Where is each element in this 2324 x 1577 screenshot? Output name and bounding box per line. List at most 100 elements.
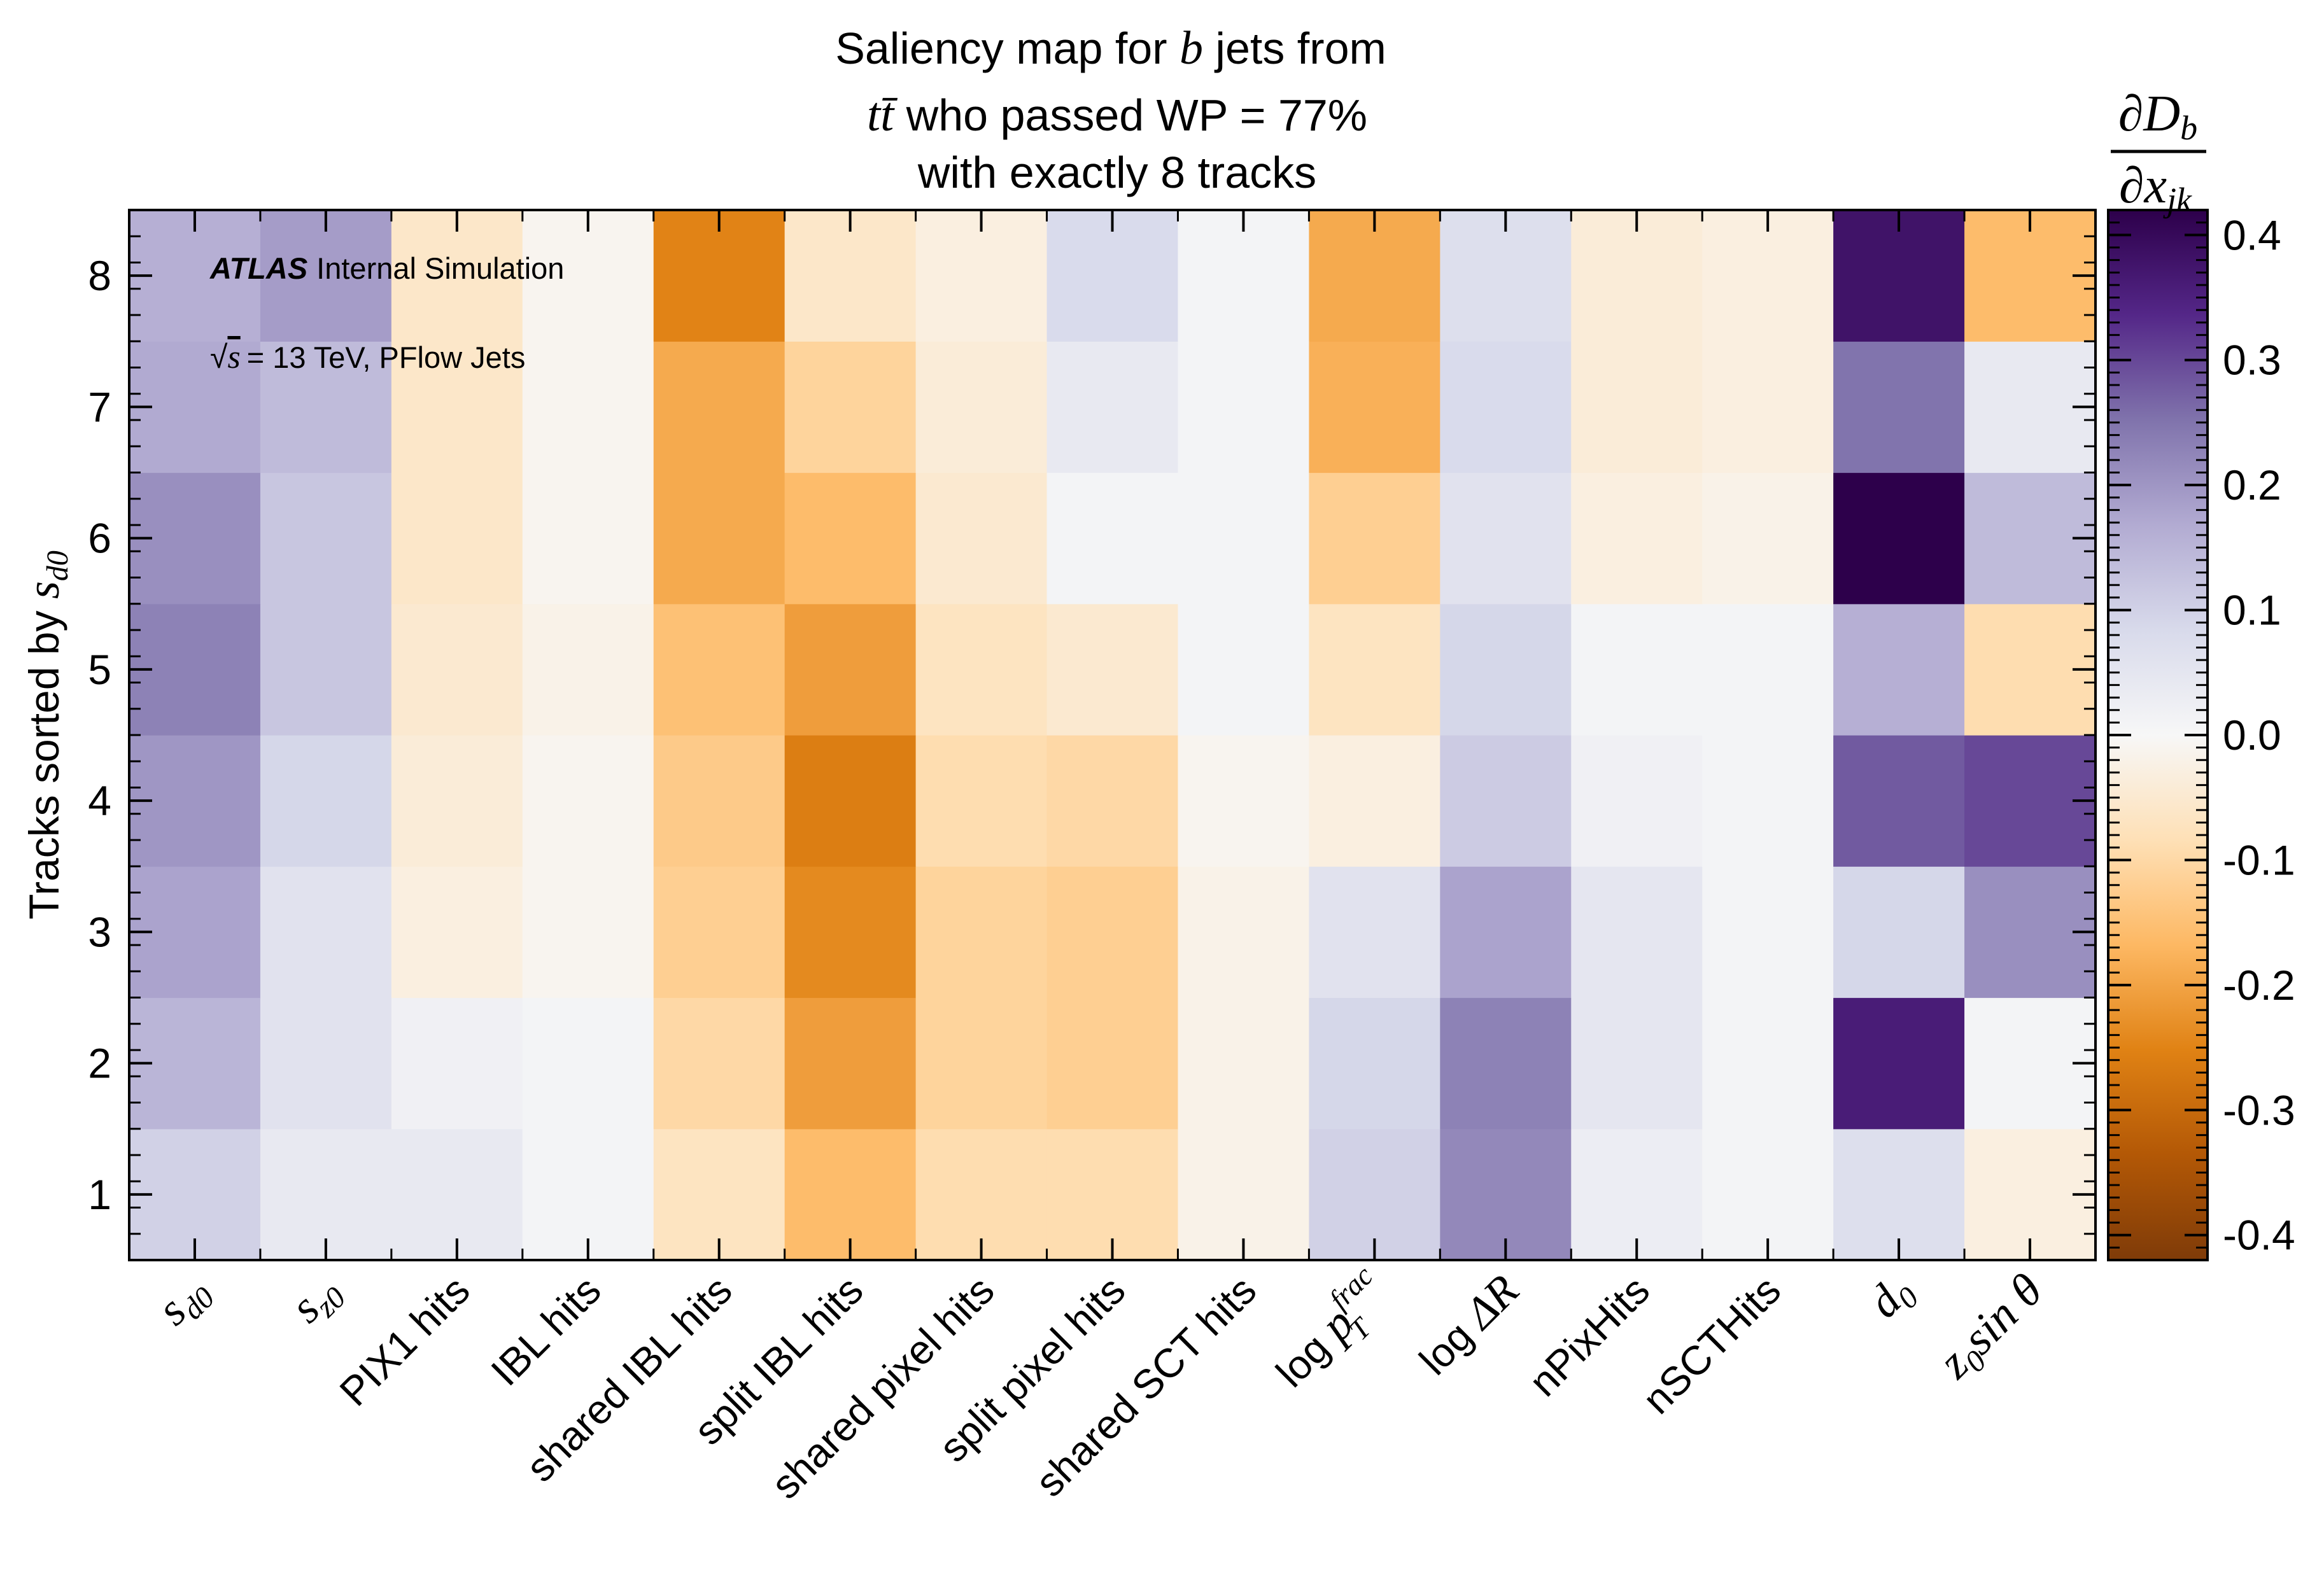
heatmap-cell xyxy=(915,997,1048,1130)
colorbar-tick-label: 0.4 xyxy=(2223,211,2281,258)
heatmap-cell xyxy=(1702,210,1834,342)
heatmap-cell xyxy=(1440,997,1572,1130)
heatmap-cell xyxy=(1833,341,1965,473)
heatmap-cell xyxy=(260,735,392,867)
colorbar-label-denominator: ∂xjk xyxy=(2119,158,2192,219)
colorbar-tick-label: 0.3 xyxy=(2223,337,2281,384)
colorbar-ticks xyxy=(2108,209,2208,1261)
heatmap-cell xyxy=(1046,472,1179,605)
heatmap-cell xyxy=(1046,735,1179,867)
atlas-energy: = 13 TeV, PFlow Jets xyxy=(247,340,526,374)
heatmap-cell xyxy=(1702,603,1834,736)
atlas-status: Internal Simulation xyxy=(316,251,564,285)
y-tick-label: 5 xyxy=(88,646,111,693)
x-tick-label: shared pixel hits xyxy=(763,1267,1003,1508)
heatmap-cell xyxy=(522,735,654,867)
heatmap-cell xyxy=(260,603,392,736)
colorbar-tick-label: 0.2 xyxy=(2223,461,2281,508)
y-tick-label: 8 xyxy=(88,252,111,299)
colorbar-tick-label: 0.1 xyxy=(2223,587,2281,634)
heatmap-cell xyxy=(653,735,785,867)
heatmap-cell xyxy=(391,341,523,473)
x-tick-label: log ΔR xyxy=(1409,1266,1528,1385)
x-tick-label: d0 xyxy=(1858,1265,1925,1331)
x-ticks xyxy=(128,210,2097,1260)
heatmap-cell xyxy=(522,997,654,1130)
heatmap-cell xyxy=(1833,603,1965,736)
heatmap-cell xyxy=(915,341,1048,473)
heatmap-cell xyxy=(1571,210,1703,342)
atlas-experiment: ATLAS xyxy=(209,251,307,285)
heatmap-cell xyxy=(915,210,1048,342)
heatmap-cell xyxy=(522,866,654,999)
heatmap-cell xyxy=(1833,735,1965,867)
heatmap-cell xyxy=(1702,472,1834,605)
heatmap-cell xyxy=(784,341,917,473)
x-tick-label: log pfracT xyxy=(1260,1259,1404,1404)
heatmap-cell xyxy=(260,472,392,605)
heatmap-cell xyxy=(1440,603,1572,736)
heatmap-cell xyxy=(1702,735,1834,867)
heatmap-cell xyxy=(1046,997,1179,1130)
heatmap-cell xyxy=(391,210,523,342)
y-ticks xyxy=(129,209,2095,1261)
heatmap-cell xyxy=(1571,866,1703,999)
heatmap-cell xyxy=(653,210,785,342)
atlas-energy-line: √s = 13 TeV, PFlow Jets xyxy=(210,339,525,375)
colorbar-label: ∂Db ∂xjk xyxy=(2111,86,2206,219)
heatmap-cell xyxy=(1046,866,1179,999)
heatmap-cell xyxy=(1309,735,1440,867)
heatmap-cell xyxy=(522,341,654,473)
y-tick-label: 7 xyxy=(88,383,111,430)
colorbar-label-numerator: ∂Db xyxy=(2118,86,2197,147)
heatmap-cell xyxy=(1571,472,1703,605)
y-tick-label: 3 xyxy=(88,908,111,955)
heatmap-cell xyxy=(1571,603,1703,736)
heatmap-cell xyxy=(1702,866,1834,999)
heatmap-cell xyxy=(1178,997,1309,1130)
heatmap-cell xyxy=(1833,866,1965,999)
heatmap-cell xyxy=(1440,341,1572,473)
atlas-experiment-line: ATLAS Internal Simulation xyxy=(209,251,564,285)
heatmap-cell xyxy=(1440,472,1572,605)
heatmap-cell xyxy=(1571,997,1703,1130)
heatmap-cell xyxy=(391,735,523,867)
heatmap-cell xyxy=(260,341,392,473)
heatmap-cell xyxy=(1046,341,1179,473)
title-line-2: tt̄ who passed WP = 77% xyxy=(867,88,1367,141)
heatmap-cell xyxy=(653,997,785,1130)
y-axis-label: Tracks sorted by sd0 xyxy=(18,550,74,920)
heatmap-cell xyxy=(784,997,917,1130)
heatmap-cell xyxy=(1178,735,1309,867)
heatmap-cell xyxy=(260,997,392,1130)
colorbar-tick-label: 0.0 xyxy=(2223,711,2281,759)
heatmap-cell xyxy=(522,472,654,605)
x-tick-label: IBL hits xyxy=(482,1267,610,1394)
atlas-label: ATLAS Internal Simulation √s = 13 TeV, PFl… xyxy=(209,251,564,375)
y-tick-label: 1 xyxy=(88,1171,111,1218)
heatmap-cell xyxy=(915,735,1048,867)
title-line-1: Saliency map for b jets from xyxy=(835,22,1386,74)
heatmap-cell xyxy=(915,866,1048,999)
colorbar-tick-label: -0.4 xyxy=(2223,1212,2295,1259)
heatmap-cell xyxy=(1178,341,1309,473)
heatmap-cell xyxy=(1833,472,1965,605)
heatmap-cell xyxy=(915,472,1048,605)
heatmap-cell xyxy=(1309,341,1440,473)
y-tick-label: 6 xyxy=(88,515,111,562)
y-tick-label: 4 xyxy=(88,777,111,824)
x-tick-label: shared SCT hits xyxy=(1027,1267,1265,1506)
heatmap-cell xyxy=(653,866,785,999)
heatmap-cell xyxy=(1046,603,1179,736)
y-tick-labels: 1 2 3 4 5 6 7 8 xyxy=(88,252,111,1218)
heatmap-cell xyxy=(260,210,392,342)
heatmap-cell xyxy=(522,603,654,736)
heatmap-cell xyxy=(784,472,917,605)
heatmap-cell xyxy=(391,472,523,605)
heatmap-cell xyxy=(1833,210,1965,342)
x-tick-label: z0sin θ xyxy=(1928,1264,2057,1392)
heatmap-cell xyxy=(1571,735,1703,867)
heatmap-cell xyxy=(260,866,392,999)
heatmap-cell xyxy=(1440,866,1572,999)
